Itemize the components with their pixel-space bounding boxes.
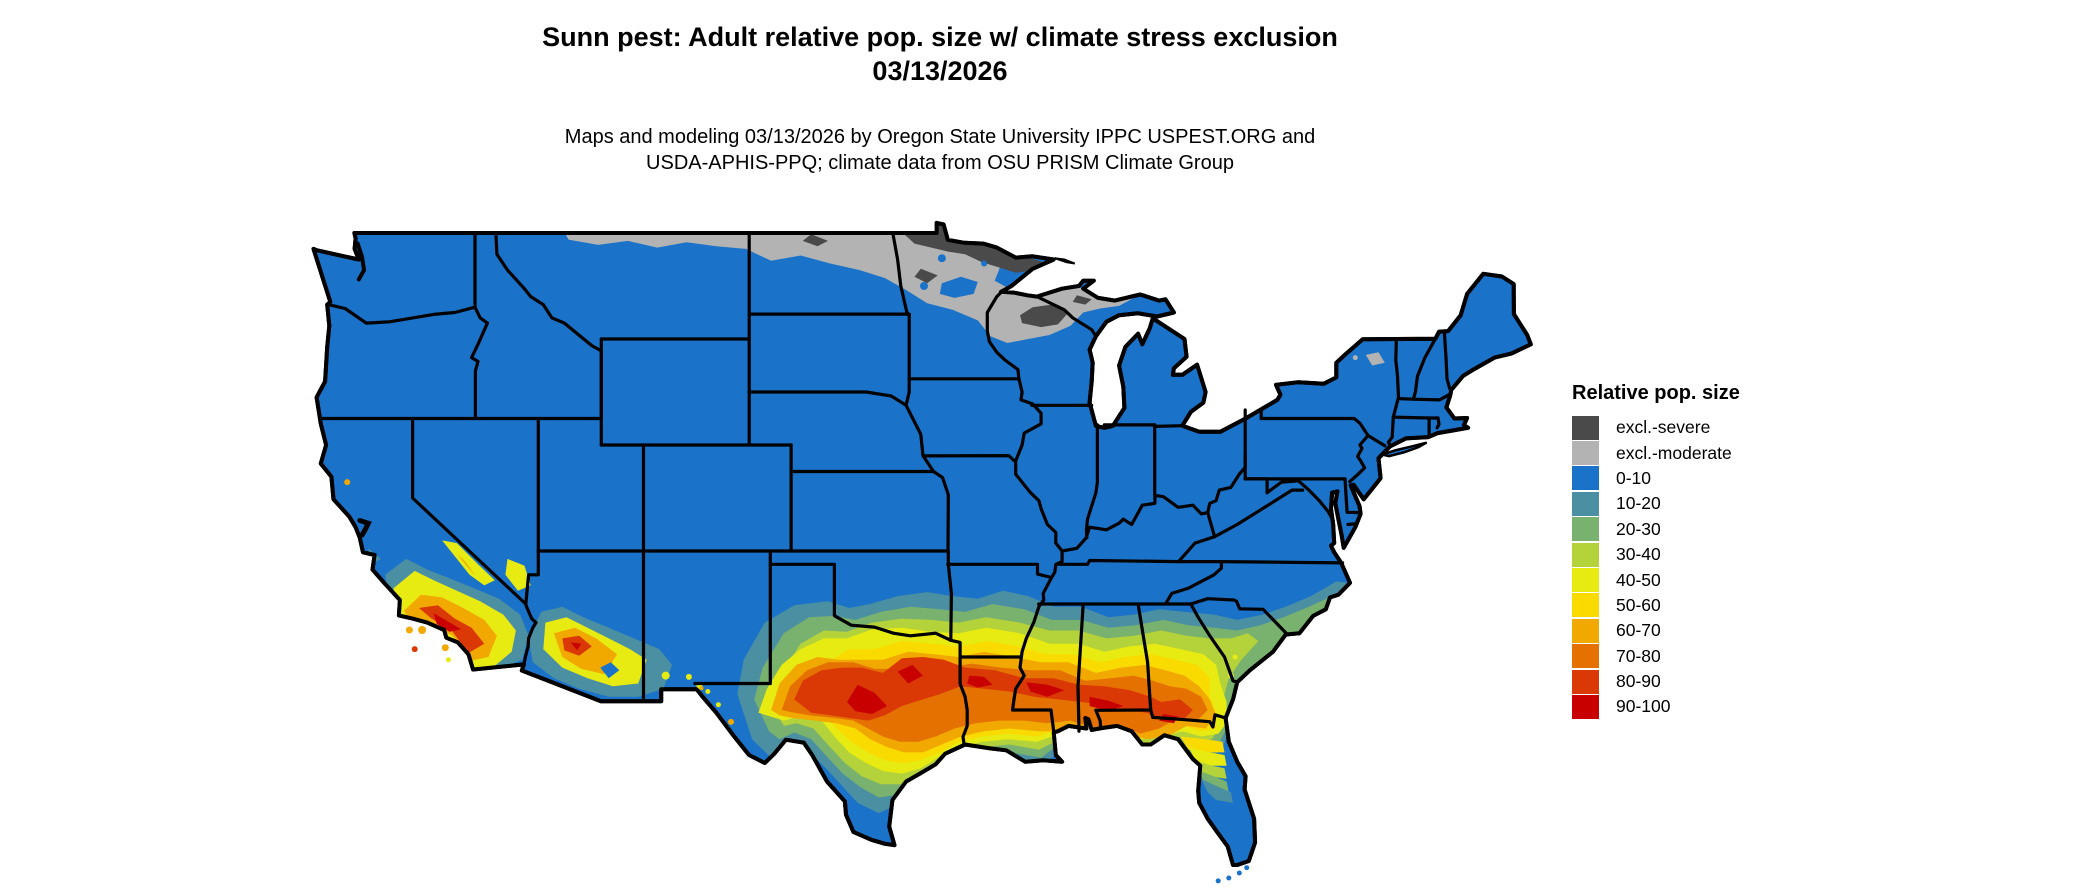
raster-region-c80_90 <box>794 657 1193 721</box>
raster-region-c40_50 <box>442 540 495 586</box>
legend-swatch-c60_70 <box>1572 618 1599 643</box>
raster-region-c40_50 <box>505 558 531 591</box>
raster-region-excl_severe <box>914 268 938 284</box>
coastline <box>311 220 1533 867</box>
legend-swatch-c20_30 <box>1572 517 1599 542</box>
island-dot-c60_70 <box>418 626 427 634</box>
legend-item-c10_20: 10-20 <box>1572 491 1852 516</box>
legend-swatch-c40_50 <box>1572 568 1599 593</box>
legend-item-c20_30: 20-30 <box>1572 517 1852 542</box>
long-island <box>1381 441 1428 458</box>
legend-label: 80-90 <box>1616 671 1661 692</box>
subtitle-block: Maps and modeling 03/13/2026 by Oregon S… <box>330 124 1550 176</box>
legend-item-c60_70: 60-70 <box>1572 618 1852 643</box>
raster-region-c60_70 <box>456 553 476 577</box>
raster-region-c90_100 <box>897 664 923 684</box>
legend-swatch-c50_60 <box>1572 593 1599 618</box>
legend-swatch-c0_10 <box>1572 466 1599 491</box>
raster-region-c40_50 <box>1188 747 1227 766</box>
legend-label: 20-30 <box>1616 518 1661 539</box>
legend-swatch-c90_100 <box>1572 694 1599 719</box>
legend-item-c0_10: 0-10 <box>1572 466 1852 491</box>
raster-region-c20_30 <box>1199 771 1229 793</box>
raster-dot-c40_50 <box>715 702 721 708</box>
raster-region-c90_100 <box>1089 696 1124 712</box>
title-block: Sunn pest: Adult relative pop. size w/ c… <box>330 20 1550 88</box>
legend-swatch-c70_80 <box>1572 644 1599 669</box>
raster-region-c30_40 <box>1195 760 1227 779</box>
raster-dot-excl_moderate <box>1352 355 1358 361</box>
raster-dot-c0_10 <box>981 260 988 267</box>
raster-region-c90_100 <box>847 684 888 714</box>
raster-dot-c0_10 <box>920 282 928 290</box>
legend-swatch-c10_20 <box>1572 491 1599 516</box>
island-dot-c60_70 <box>405 626 413 634</box>
legend-title: Relative pop. size <box>1572 382 1740 404</box>
raster-dot-c60_70 <box>728 718 734 725</box>
island-dot-c0_10 <box>1215 878 1221 884</box>
legend-label: excl.-severe <box>1616 417 1711 438</box>
legend-item-c30_40: 30-40 <box>1572 542 1852 567</box>
raster-region-excl_moderate <box>1365 352 1385 366</box>
legend-label: 10-20 <box>1616 493 1661 514</box>
island-dot-c40_50 <box>445 657 451 663</box>
raster-dot-c40_50 <box>705 689 711 694</box>
raster-dot-c40_50 <box>661 671 670 680</box>
raster-dot-c40_50 <box>1232 654 1238 660</box>
map-title-line2: 03/13/2026 <box>872 56 1008 86</box>
legend-item-c70_80: 70-80 <box>1572 644 1852 669</box>
legend-label: 0-10 <box>1616 467 1652 488</box>
legend-label: 60-70 <box>1616 620 1661 641</box>
raster-region-c90_100 <box>967 675 993 688</box>
raster-region-c90_100 <box>570 642 582 651</box>
state-borders <box>319 231 1452 747</box>
legend-item-c40_50: 40-50 <box>1572 567 1852 593</box>
raster-region-c90_100 <box>1026 682 1065 697</box>
island-dot-c0_10 <box>1226 875 1232 881</box>
raster-region-excl_severe <box>1020 304 1069 328</box>
legend-item-excl_moderate: excl.-moderate <box>1572 440 1852 466</box>
puget-sound-inlet <box>355 241 367 282</box>
legend-label: 90-100 <box>1616 696 1671 717</box>
legend-label: 70-80 <box>1616 645 1661 666</box>
legend-swatch-excl_moderate <box>1572 441 1599 466</box>
legend-swatch-excl_severe <box>1572 415 1599 440</box>
legend-label: 50-60 <box>1616 594 1661 615</box>
legend-item-excl_severe: excl.-severe <box>1572 415 1852 440</box>
legend: Relative pop. size excl.-severe excl.-mod… <box>1572 382 1852 720</box>
raster-dot-c40_50 <box>685 673 692 680</box>
isle-royale <box>1054 257 1076 265</box>
legend-rows: excl.-severe excl.-moderate 0-10 10-20 20-30… <box>1572 415 1852 720</box>
legend-item-c90_100: 90-100 <box>1572 694 1852 719</box>
legend-swatch-c80_90 <box>1572 669 1599 694</box>
raster-region-c10_20 <box>1201 778 1233 803</box>
legend-label: excl.-moderate <box>1616 442 1732 463</box>
island-dot-c0_10 <box>1236 870 1242 876</box>
raster-dot-c60_70 <box>344 479 351 486</box>
legend-item-c80_90: 80-90 <box>1572 669 1852 694</box>
legend-swatch-c30_40 <box>1572 542 1599 567</box>
subtitle-line1: Maps and modeling 03/13/2026 by Oregon S… <box>564 126 1316 148</box>
legend-label: 30-40 <box>1616 544 1661 565</box>
raster-dot-c60_70 <box>699 686 704 691</box>
legend-label: 40-50 <box>1616 569 1661 590</box>
map-title-line1: Sunn pest: Adult relative pop. size w/ c… <box>542 22 1338 52</box>
legend-item-c50_60: 50-60 <box>1572 593 1852 618</box>
island-dot-c80_90 <box>411 646 418 653</box>
subtitle-line2: USDA-APHIS-PPQ; climate data from OSU PR… <box>646 152 1234 174</box>
raster-region-excl_severe <box>802 234 828 247</box>
sf-bay-inlet <box>357 518 372 538</box>
raster-dot-c0_10 <box>937 254 946 263</box>
island-dot-c0_10 <box>1244 865 1250 871</box>
raster-region-c90_100 <box>433 613 462 632</box>
raster-region-c0_10 <box>600 662 620 679</box>
island-dot-c60_70 <box>441 644 449 652</box>
raster-dot-c0_10 <box>964 281 975 291</box>
raster-region-excl_severe <box>1072 295 1092 305</box>
